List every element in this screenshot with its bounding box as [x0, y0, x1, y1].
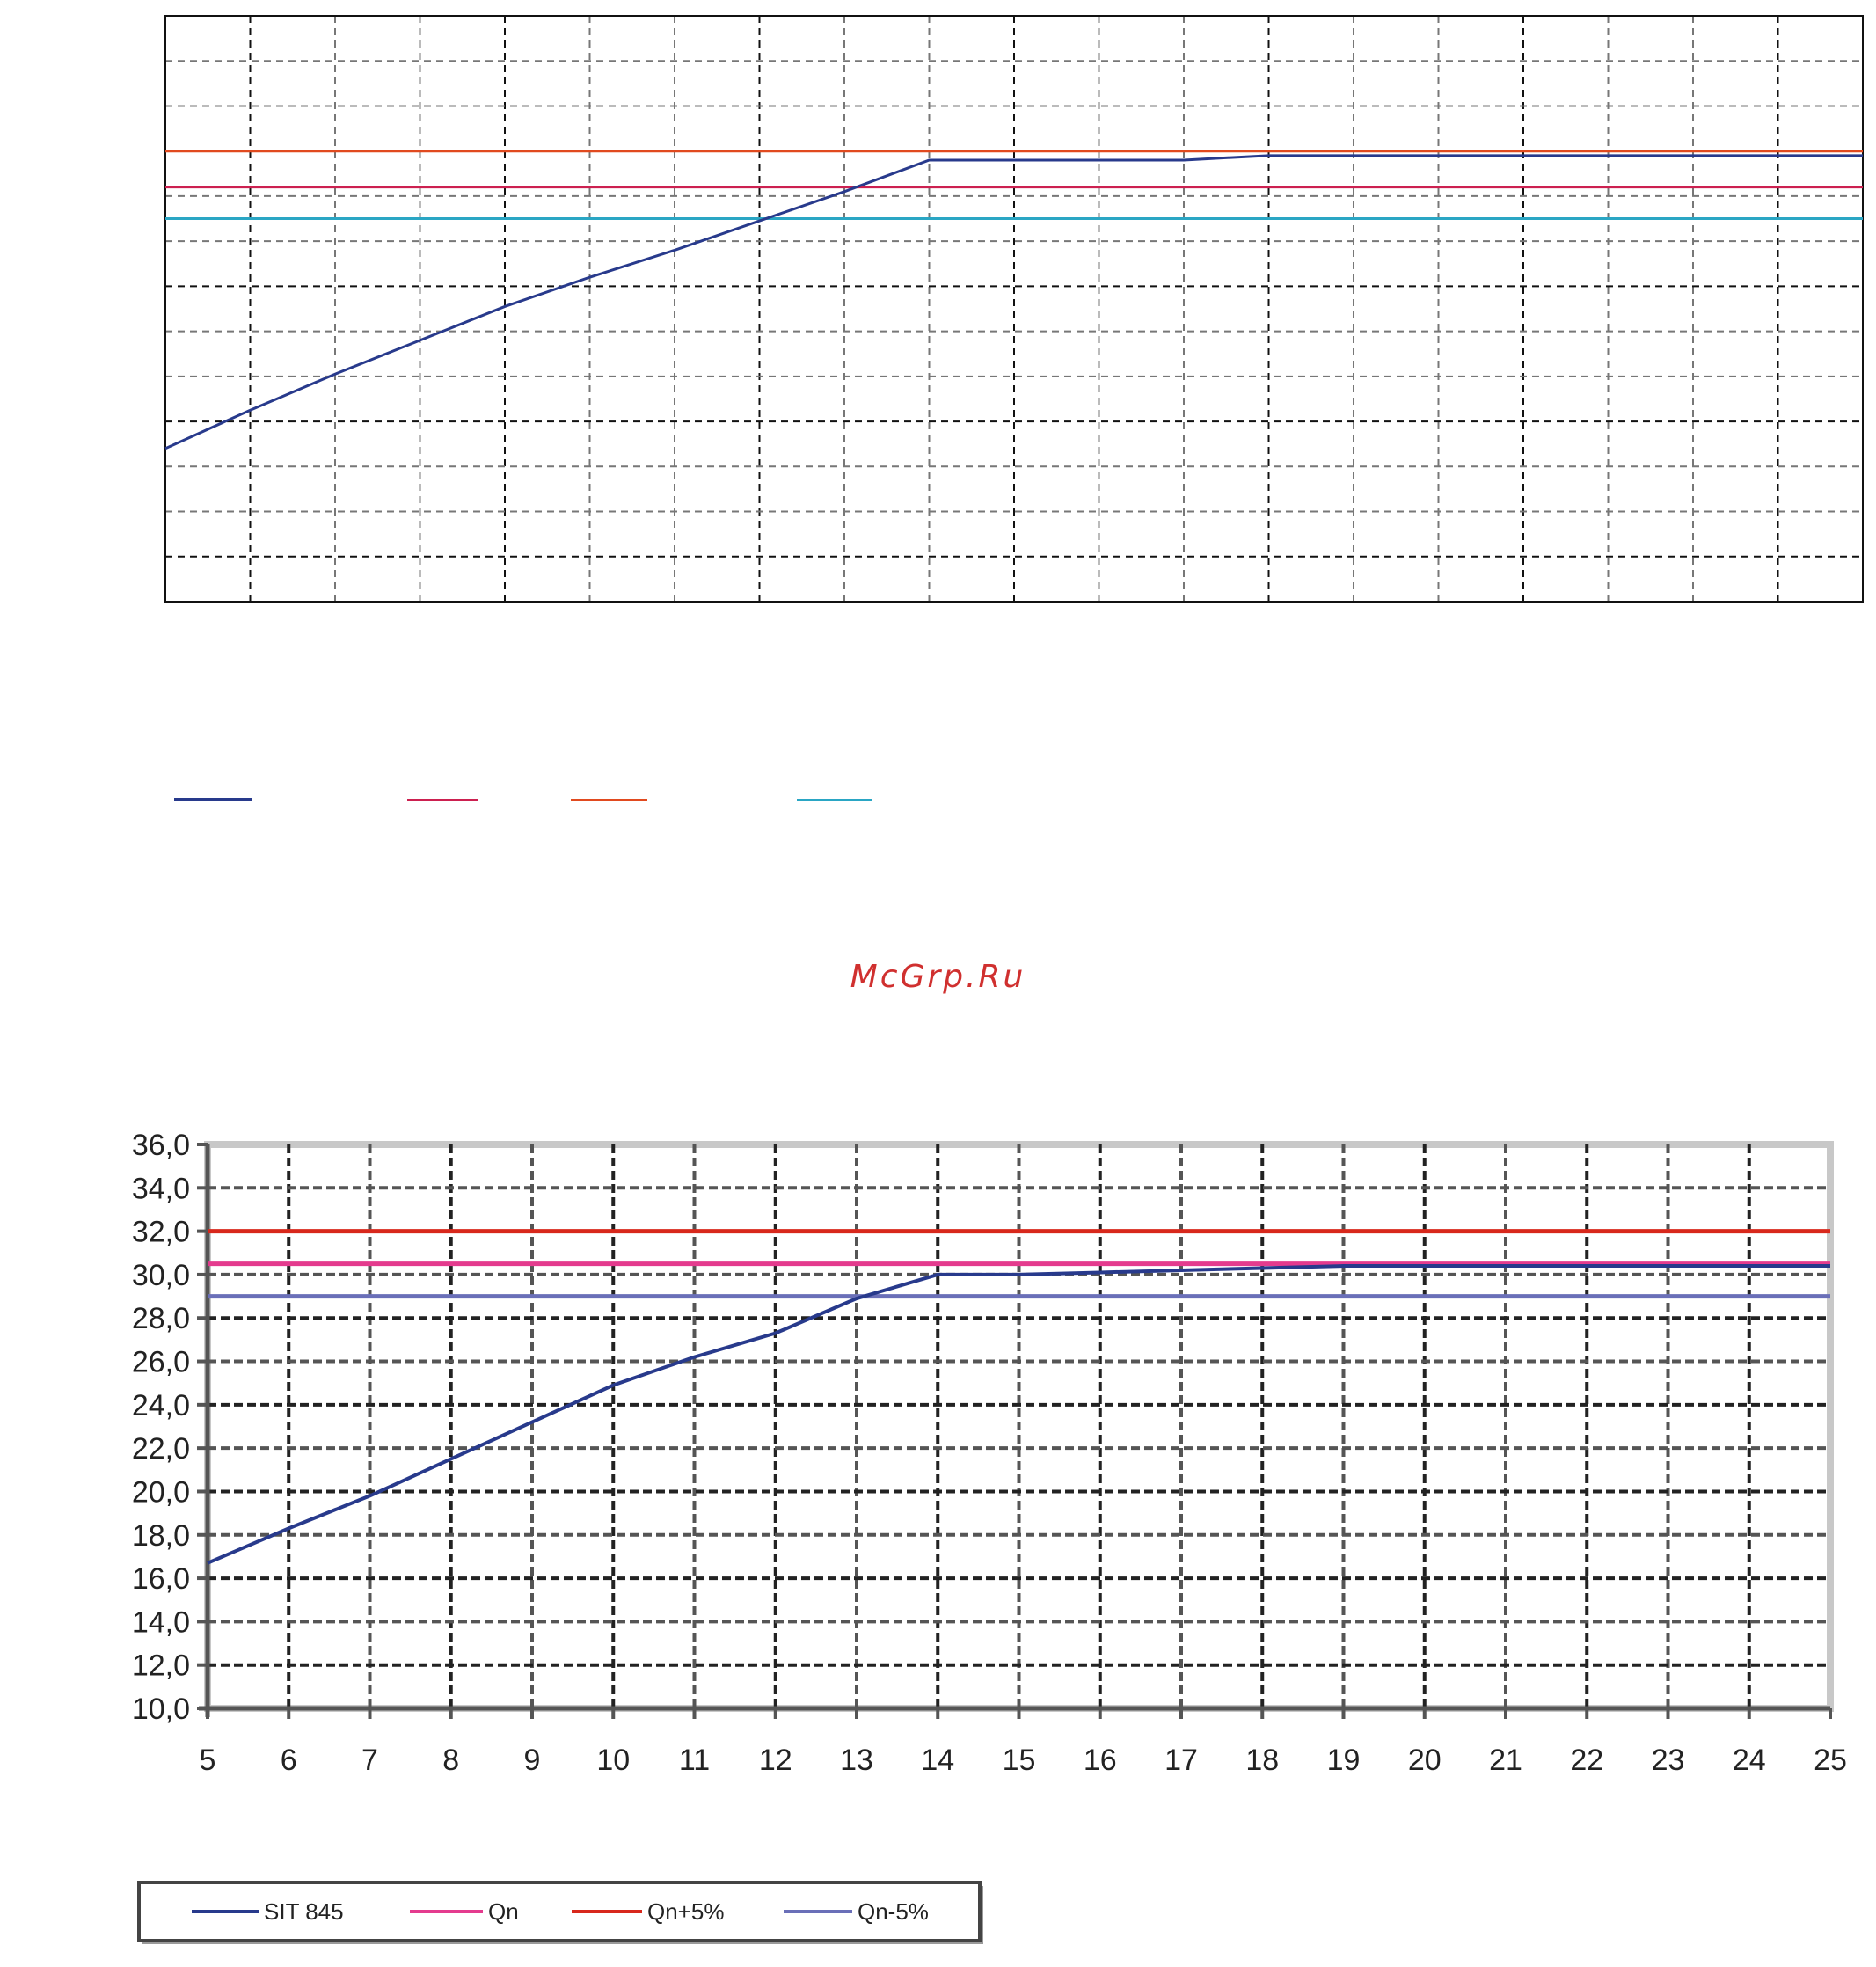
y-tick-label: 26,0: [132, 1346, 190, 1379]
x-tick-label: 5: [200, 1744, 216, 1777]
x-tick-label: 19: [1327, 1744, 1361, 1777]
y-tick-label: 12,0: [132, 1649, 190, 1683]
y-tick-label: 24,0: [132, 1389, 190, 1422]
x-tick-label: 7: [361, 1744, 378, 1777]
y-tick-label: 20,0: [132, 1475, 190, 1509]
watermark-text: McGrp.Ru: [850, 959, 1026, 995]
x-tick-label: 8: [442, 1744, 459, 1777]
x-tick-label: 13: [840, 1744, 873, 1777]
y-tick-label: 36,0: [132, 1129, 190, 1162]
y-tick-label: 30,0: [132, 1259, 190, 1292]
x-tick-label: 12: [759, 1744, 792, 1777]
legend-label-qnplus5pct: Qn+5%: [647, 1898, 724, 1925]
x-tick-label: 24: [1733, 1744, 1766, 1777]
y-tick-label: 16,0: [132, 1562, 190, 1596]
y-tick-label: 14,0: [132, 1605, 190, 1639]
y-tick-label: 32,0: [132, 1216, 190, 1249]
x-tick-label: 21: [1489, 1744, 1522, 1777]
legend-label-qn: Qn: [488, 1898, 519, 1925]
plot-frame: [164, 15, 1864, 603]
bottom-chart: 10,0 12,0 14,0 16,0 18,0 20,0 22,0 24,0 26,0 28,0…: [132, 1129, 1847, 1944]
legend-label-qn-5pct: Qn-5%: [858, 1898, 929, 1925]
x-tick-label: 9: [524, 1744, 541, 1777]
x-tick-label: 11: [679, 1744, 710, 1777]
top-chart: [164, 15, 1864, 801]
y-tick-label: 34,0: [132, 1172, 190, 1205]
x-tick-label: 25: [1814, 1744, 1847, 1777]
x-tick-label: 18: [1245, 1744, 1279, 1777]
x-tick-label: 23: [1652, 1744, 1685, 1777]
x-tick-label: 22: [1570, 1744, 1603, 1777]
series-line-sit-845: [207, 1264, 1830, 1565]
y-tick-label: 18,0: [132, 1519, 190, 1553]
legend-label-sit-845: SIT 845: [264, 1898, 344, 1925]
x-tick-label: 16: [1084, 1744, 1117, 1777]
x-tick-label: 20: [1408, 1744, 1442, 1777]
x-tick-label: 14: [921, 1744, 954, 1777]
x-tick-label: 17: [1164, 1744, 1198, 1777]
x-tick-label: 10: [596, 1744, 630, 1777]
x-tick-label: 15: [1003, 1744, 1036, 1777]
y-tick-label: 28,0: [132, 1302, 190, 1335]
y-tick-label: 10,0: [132, 1693, 190, 1726]
x-tick-label: 6: [281, 1744, 297, 1777]
y-tick-label: 22,0: [132, 1432, 190, 1466]
series-line-sit-845: [164, 154, 1863, 450]
